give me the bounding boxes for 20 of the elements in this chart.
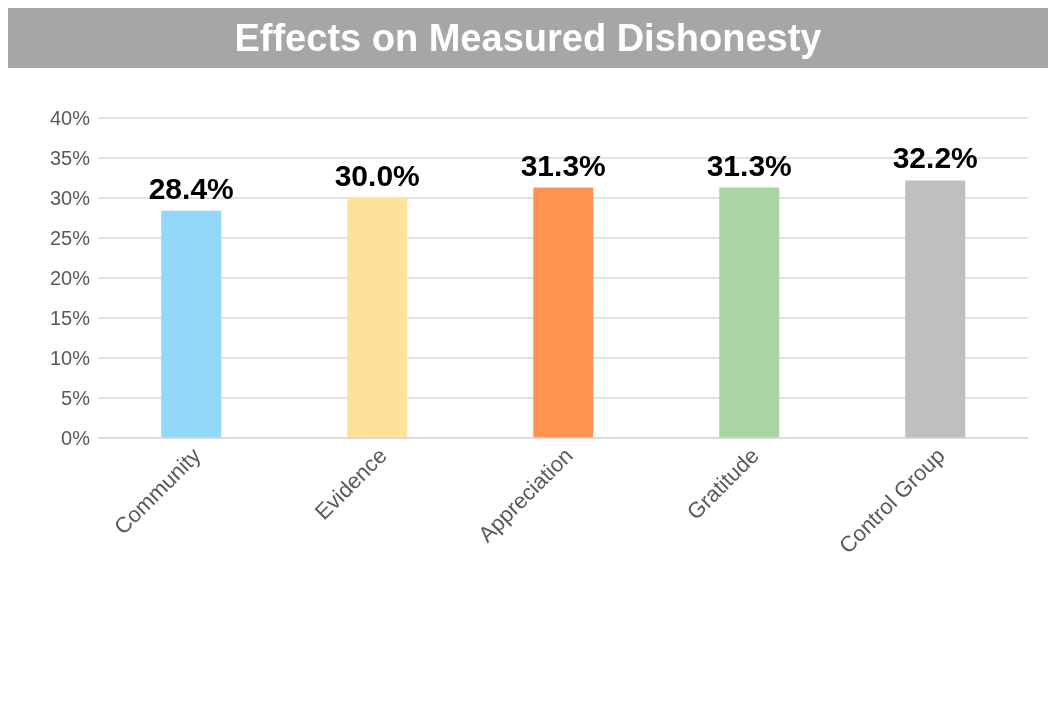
y-tick-label: 25% bbox=[49, 227, 91, 250]
y-tick-label: 5% bbox=[61, 387, 91, 410]
bar bbox=[161, 210, 222, 438]
bar bbox=[347, 198, 408, 438]
bar bbox=[905, 180, 966, 438]
bar bbox=[533, 187, 594, 438]
y-tick-label: 10% bbox=[49, 347, 91, 370]
data-label: 31.3% bbox=[520, 148, 606, 182]
data-label: 28.4% bbox=[148, 171, 234, 205]
y-tick-label: 40% bbox=[49, 107, 91, 130]
chart-title: Effects on Measured Dishonesty bbox=[8, 8, 1048, 68]
data-label: 31.3% bbox=[706, 148, 792, 182]
y-tick-label: 20% bbox=[49, 267, 91, 290]
data-label: 32.2% bbox=[892, 141, 978, 175]
y-tick-label: 30% bbox=[49, 187, 91, 210]
y-tick-label: 35% bbox=[49, 147, 91, 170]
y-tick-label: 0% bbox=[61, 427, 91, 450]
bar bbox=[719, 187, 780, 438]
data-label: 30.0% bbox=[334, 159, 420, 192]
y-tick-label: 15% bbox=[49, 307, 91, 330]
